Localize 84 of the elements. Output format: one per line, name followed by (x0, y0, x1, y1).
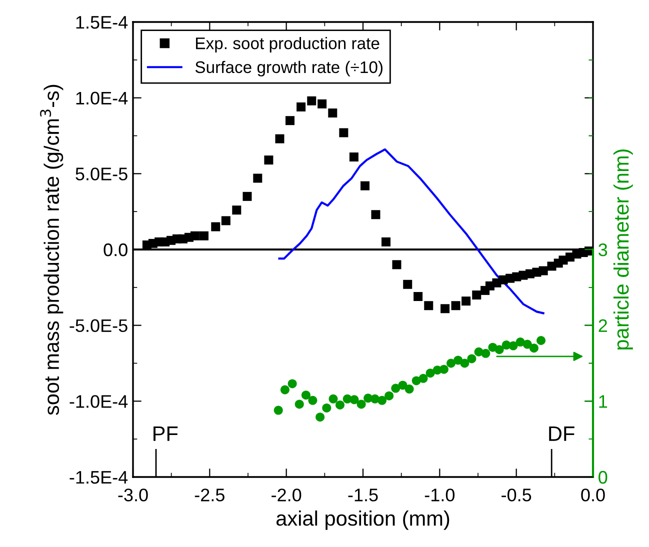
point (391, 384, 400, 393)
point (516, 338, 525, 347)
y-tick-label: 1.0E-4 (76, 92, 128, 105)
point (221, 216, 230, 226)
y-tick-label: -1.5E-4 (70, 471, 128, 484)
x-tick-label: -1.5 (348, 488, 378, 502)
point (414, 292, 423, 302)
y-axis-title: soot mass production rate (g/cm$^{3}$-s) (40, 84, 64, 415)
point (378, 396, 387, 405)
point (316, 412, 325, 422)
x-tick-label: -0.5 (502, 488, 532, 502)
point (404, 384, 414, 394)
y2-tick-label: 2 (598, 319, 607, 332)
point (190, 231, 200, 240)
point (460, 358, 470, 368)
point (508, 341, 518, 350)
point (382, 237, 390, 246)
point (275, 134, 284, 144)
point (307, 96, 316, 106)
point (426, 368, 435, 378)
point (318, 99, 327, 108)
point (356, 400, 366, 409)
point (384, 391, 394, 400)
y-tick-label: -5.0E-5 (70, 319, 128, 332)
y-tick-label: 1.5E-4 (76, 16, 128, 29)
point (398, 380, 408, 390)
y2-tick-label: 1 (599, 395, 608, 408)
point (253, 174, 262, 183)
y-tick-label: -1.0E-4 (70, 395, 128, 408)
point (286, 116, 295, 126)
point (199, 231, 208, 240)
point (472, 290, 482, 300)
point (451, 301, 460, 310)
point (440, 304, 450, 314)
point (371, 210, 380, 220)
point (336, 400, 344, 410)
point (403, 280, 412, 289)
point (294, 400, 304, 409)
y2-tick-label: 3 (598, 243, 608, 256)
point (424, 301, 434, 310)
y2-tick-label: 0 (598, 470, 608, 484)
point (360, 181, 370, 190)
ref-line-label: DF (549, 426, 574, 441)
point (462, 296, 471, 306)
point (538, 266, 548, 276)
point (211, 222, 220, 232)
point (494, 345, 504, 354)
point (529, 344, 538, 353)
point (232, 206, 242, 215)
point (328, 394, 338, 404)
x-tick-label: -3.0 (118, 488, 148, 502)
x-tick-label: 0.0 (581, 488, 605, 502)
ref-line-label: PF (154, 426, 178, 441)
point (280, 385, 290, 394)
point (439, 364, 448, 374)
line-series (278, 148, 544, 314)
point (392, 260, 402, 270)
point (301, 390, 310, 400)
y-tick-label: 0.0 (104, 243, 128, 256)
point (350, 395, 359, 404)
y2-axis-title: particle diameter (nm) (613, 149, 633, 350)
point (467, 354, 476, 364)
point (339, 128, 348, 138)
point (328, 108, 338, 118)
point (242, 192, 252, 201)
point (264, 156, 274, 165)
point (536, 336, 546, 345)
point (349, 152, 358, 162)
x-axis-title: axial position (mm) (276, 510, 450, 530)
x-tick-label: -2.5 (194, 488, 224, 502)
point (322, 403, 332, 412)
point (288, 379, 297, 388)
y-tick-label: 5.0E-5 (76, 168, 128, 180)
x-tick-label: -1.0 (424, 488, 455, 502)
point (418, 374, 428, 383)
point (274, 406, 283, 415)
point (522, 340, 532, 349)
point (481, 348, 490, 358)
legend-label: Exp. soot production rate (196, 37, 380, 53)
legend-label: Surface growth rate (÷10) (195, 60, 382, 76)
point (308, 396, 318, 405)
point (296, 102, 306, 112)
x-tick-label: -2.0 (272, 488, 302, 502)
point (446, 358, 456, 368)
